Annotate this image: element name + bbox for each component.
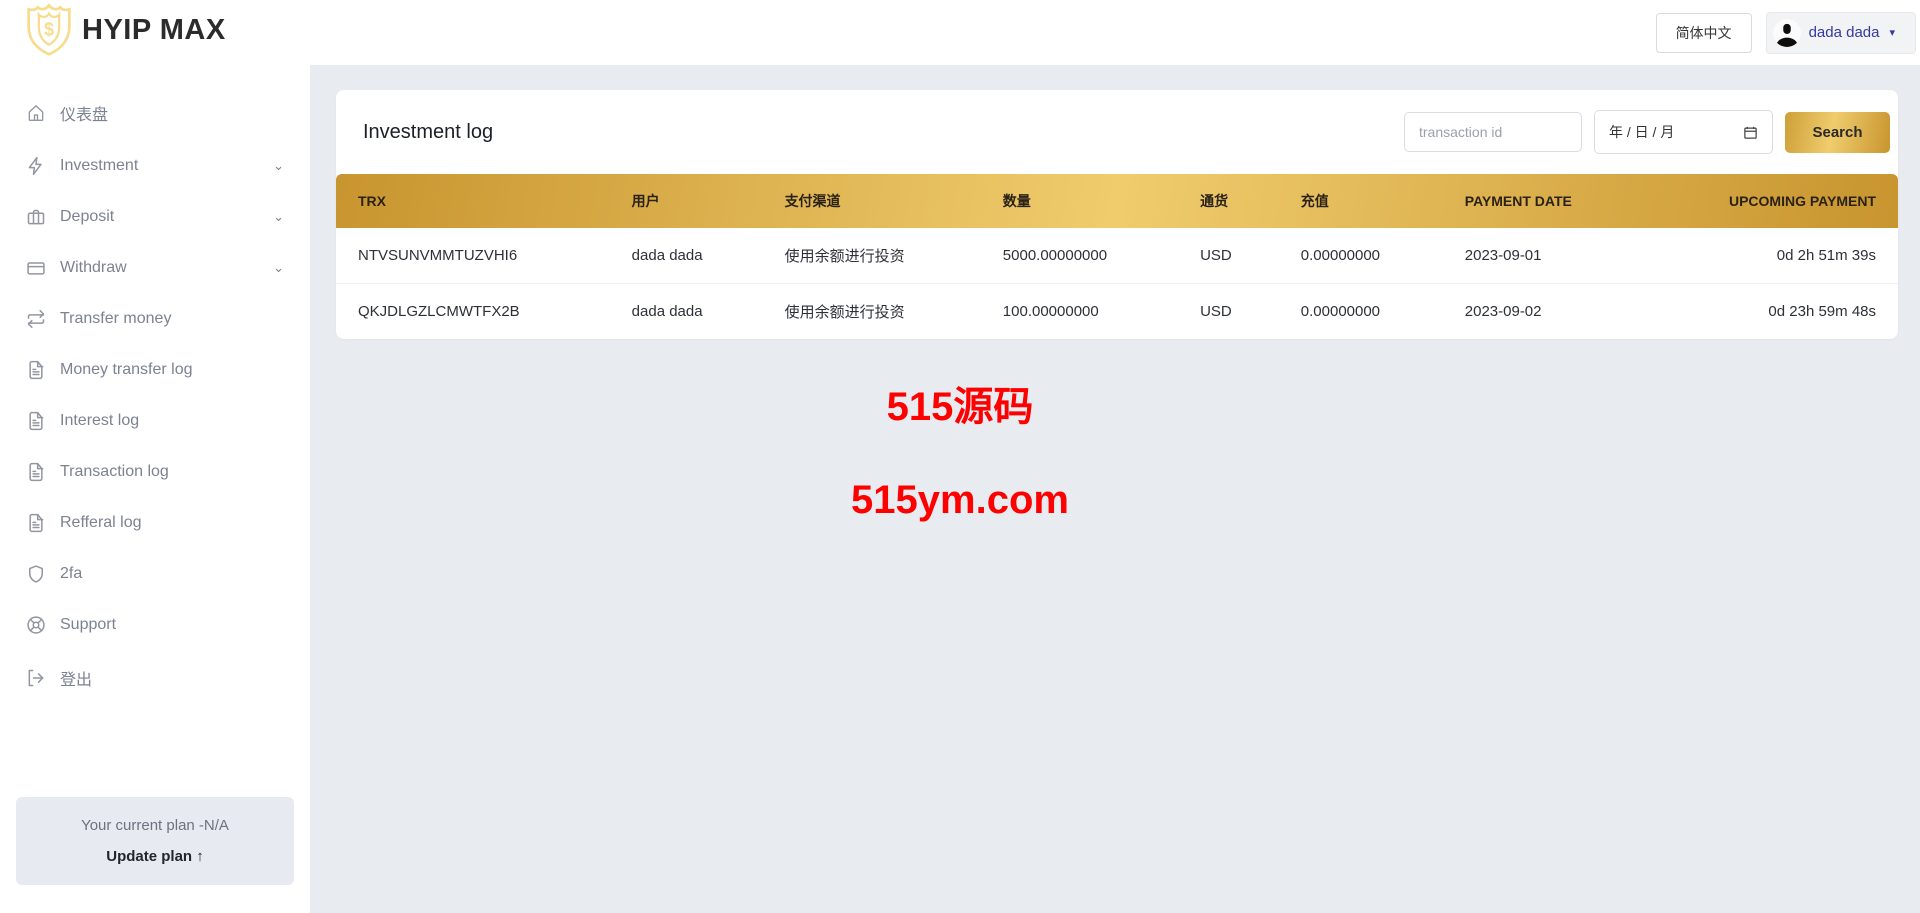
svg-text:$: $ — [44, 20, 54, 40]
